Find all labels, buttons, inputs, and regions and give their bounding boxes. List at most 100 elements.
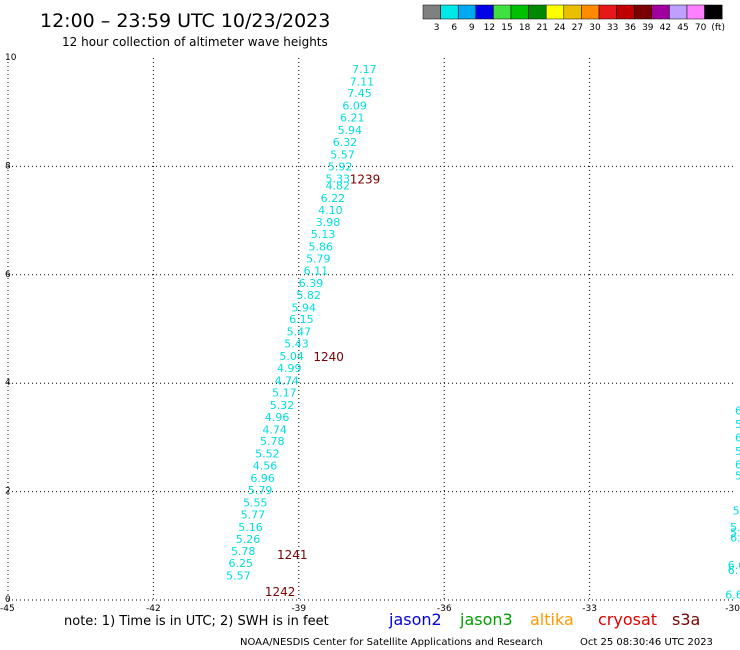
wave-height-value: 5 bbox=[735, 418, 740, 431]
x-tick-label: -39 bbox=[291, 604, 306, 614]
wave-height-labels: 7.177.117.456.096.215.946.325.575.925.33… bbox=[226, 63, 740, 602]
time-label: 1241 bbox=[277, 548, 308, 562]
wave-height-value: 5.79 bbox=[306, 253, 331, 266]
wave-height-value: 7.11 bbox=[350, 75, 375, 88]
wave-height-value: 6.96 bbox=[250, 472, 274, 485]
colorbar-label: 9 bbox=[469, 23, 475, 33]
x-tick-label: -30 bbox=[725, 604, 740, 614]
y-tick-label: 0 bbox=[5, 595, 11, 605]
colorbar-label: 39 bbox=[642, 23, 654, 33]
wave-height-value: 5.33 bbox=[325, 172, 350, 185]
wave-height-value: 4.99 bbox=[277, 362, 302, 375]
wave-height-value: 4.10 bbox=[318, 204, 343, 217]
chart-title: 12:00 – 23:59 UTC 10/23/2023 bbox=[40, 10, 330, 32]
wave-height-value: 5.43 bbox=[284, 338, 309, 351]
wave-height-value: 6.39 bbox=[299, 277, 324, 290]
y-tick-label: 10 bbox=[5, 53, 17, 63]
wave-height-value: 5.78 bbox=[260, 435, 285, 448]
satellite-name: jason2 bbox=[388, 610, 442, 629]
wave-height-value: 6 bbox=[735, 431, 740, 444]
colorbar-label: 45 bbox=[677, 23, 688, 33]
y-tick-label: 6 bbox=[5, 270, 11, 280]
wave-height-value: 5.79 bbox=[248, 484, 273, 497]
colorbar-label: 3 bbox=[434, 23, 440, 33]
wave-height-value: 6.6? bbox=[725, 589, 740, 602]
colorbar-label: 30 bbox=[589, 23, 601, 33]
colorbar-swatch bbox=[686, 4, 705, 20]
chart-subtitle: 12 hour collection of altimeter wave hei… bbox=[62, 35, 328, 49]
colorbar-swatch bbox=[457, 4, 477, 20]
wave-height-value: 4.96 bbox=[265, 411, 290, 424]
wave-height-value: 4.56 bbox=[253, 460, 277, 473]
wave-height-value: 5.04 bbox=[279, 350, 304, 363]
colorbar-swatch bbox=[528, 4, 547, 20]
wave-height-value: 5 bbox=[733, 505, 740, 518]
time-label: 1242 bbox=[265, 585, 296, 599]
wave-height-value: 5 bbox=[735, 445, 740, 458]
colorbar-label: 36 bbox=[624, 23, 636, 33]
wave-height-value: 3.98 bbox=[316, 216, 341, 229]
colorbar-label: 12 bbox=[484, 23, 495, 33]
wave-height-value: 6.2 bbox=[730, 532, 740, 545]
time-labels: 1239 1240 1241 1242 bbox=[265, 172, 380, 598]
colorbar-label: 6 bbox=[451, 23, 457, 33]
grid-lines bbox=[7, 58, 735, 601]
colorbar-label: (ft) bbox=[711, 23, 725, 33]
colorbar-label: 18 bbox=[519, 23, 531, 33]
y-tick-label: 4 bbox=[5, 378, 11, 388]
colorbar-swatch bbox=[704, 4, 723, 20]
wave-height-value: 6.21 bbox=[340, 112, 365, 125]
wave-height-value: 5.26 bbox=[236, 533, 261, 546]
y-tick-label: 8 bbox=[5, 161, 11, 171]
colorbar-legend: 3 6 9 12 15 18 21 24 27 30 33 36 39 42 45 70 (ft) bbox=[422, 4, 725, 33]
wave-height-value: 5.77 bbox=[241, 508, 266, 521]
footnote: note: 1) Time is in UTC; 2) SWH is in fe… bbox=[64, 614, 329, 629]
wave-height-value: 7.45 bbox=[347, 87, 372, 100]
colorbar-label: 27 bbox=[572, 23, 583, 33]
time-label: 1239 bbox=[350, 172, 381, 186]
wave-height-value: 5.47 bbox=[287, 326, 312, 339]
wave-height-value: 4.74 bbox=[275, 374, 300, 387]
wave-height-value: 5.57 bbox=[226, 570, 251, 583]
wave-height-value: 5.78 bbox=[231, 545, 256, 558]
wave-height-value: 5.52 bbox=[255, 448, 280, 461]
wave-height-value: 4.82 bbox=[325, 179, 350, 192]
wave-height-value: 5.82 bbox=[296, 289, 321, 302]
wave-height-value: 5.86 bbox=[308, 241, 333, 254]
colorbar-label: 24 bbox=[554, 23, 566, 33]
wave-height-value: 5.94 bbox=[292, 301, 317, 314]
y-tick-label: 2 bbox=[5, 487, 11, 497]
wave-height-value: 5.94 bbox=[338, 124, 363, 137]
colorbar-swatch bbox=[581, 4, 600, 20]
satellite-name: altika bbox=[530, 610, 574, 629]
colorbar-label: 70 bbox=[695, 23, 707, 33]
timestamp: Oct 25 08:30:46 UTC 2023 bbox=[580, 637, 713, 648]
x-tick-label: -45 bbox=[0, 604, 15, 614]
wave-height-value: 6.09 bbox=[342, 100, 367, 113]
axis-ticks: -45 -42 -39 -36 -33 -30 0 2 4 6 8 10 bbox=[0, 53, 740, 614]
colorbar-label: 15 bbox=[501, 23, 512, 33]
wave-height-value: 6.22 bbox=[321, 192, 346, 205]
satellite-name: s3a bbox=[672, 610, 700, 629]
wave-height-value: 5.92 bbox=[328, 160, 353, 173]
x-tick-label: -33 bbox=[582, 604, 597, 614]
wave-height-value: 4.74 bbox=[262, 423, 287, 436]
colorbar-swatch bbox=[440, 4, 459, 20]
colorbar-label: 21 bbox=[536, 23, 547, 33]
colorbar-swatch bbox=[633, 4, 653, 20]
colorbar-swatch bbox=[563, 4, 582, 20]
colorbar-swatch bbox=[475, 4, 494, 20]
colorbar-label: 42 bbox=[660, 23, 671, 33]
wave-height-value: 6 bbox=[735, 459, 740, 472]
time-label: 1240 bbox=[313, 350, 344, 364]
x-tick-label: -42 bbox=[146, 604, 161, 614]
x-tick-label: -36 bbox=[437, 604, 452, 614]
wave-height-value: 5.17 bbox=[272, 386, 297, 399]
wave-height-value: 5.57 bbox=[330, 148, 355, 161]
wave-height-value: 7.17 bbox=[352, 63, 377, 76]
colorbar-label: 33 bbox=[607, 23, 618, 33]
colorbar-swatch bbox=[493, 4, 512, 20]
satellite-legend: jason2 jason3 altika cryosat s3a bbox=[388, 610, 700, 629]
wave-height-value: 6.32 bbox=[333, 136, 358, 149]
wave-height-value: 5.16 bbox=[238, 521, 263, 534]
